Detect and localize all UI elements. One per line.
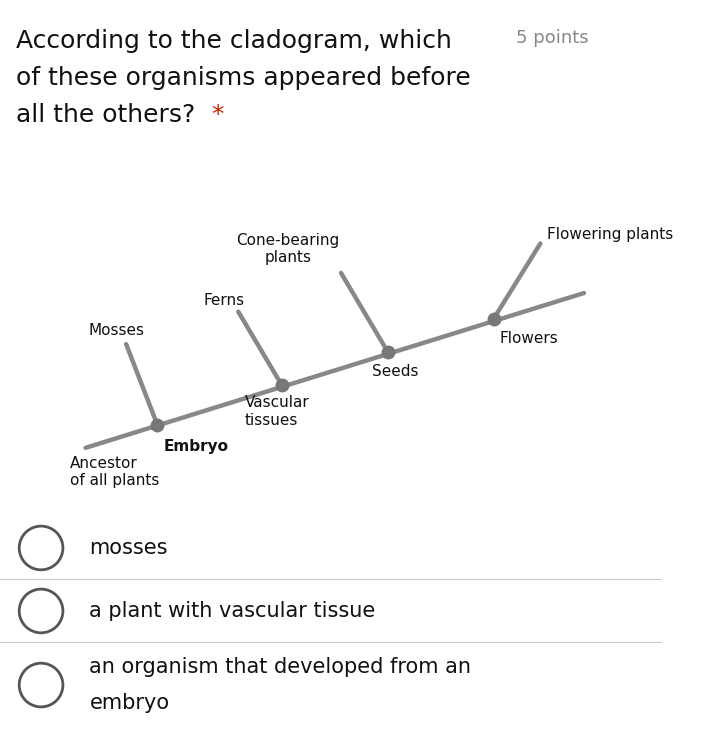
- Text: Mosses: Mosses: [89, 323, 145, 338]
- Text: Flowering plants: Flowering plants: [546, 227, 673, 242]
- Text: Embryo: Embryo: [163, 439, 228, 453]
- Text: Ancestor
of all plants: Ancestor of all plants: [70, 455, 160, 488]
- Text: Cone-bearing
plants: Cone-bearing plants: [236, 233, 339, 265]
- Text: According to the cladogram, which: According to the cladogram, which: [16, 29, 452, 54]
- Text: mosses: mosses: [90, 538, 168, 558]
- Text: Ferns: Ferns: [204, 293, 245, 308]
- Text: a plant with vascular tissue: a plant with vascular tissue: [90, 601, 376, 621]
- Text: all the others?: all the others?: [16, 103, 203, 128]
- Text: an organism that developed from an: an organism that developed from an: [90, 657, 471, 677]
- Text: Seeds: Seeds: [372, 364, 419, 380]
- Text: *: *: [211, 103, 223, 128]
- Text: Vascular
tissues: Vascular tissues: [244, 395, 309, 427]
- Text: of these organisms appeared before: of these organisms appeared before: [16, 66, 470, 91]
- Text: embryo: embryo: [90, 693, 170, 713]
- Text: Flowers: Flowers: [500, 331, 558, 346]
- Text: 5 points: 5 points: [516, 29, 588, 47]
